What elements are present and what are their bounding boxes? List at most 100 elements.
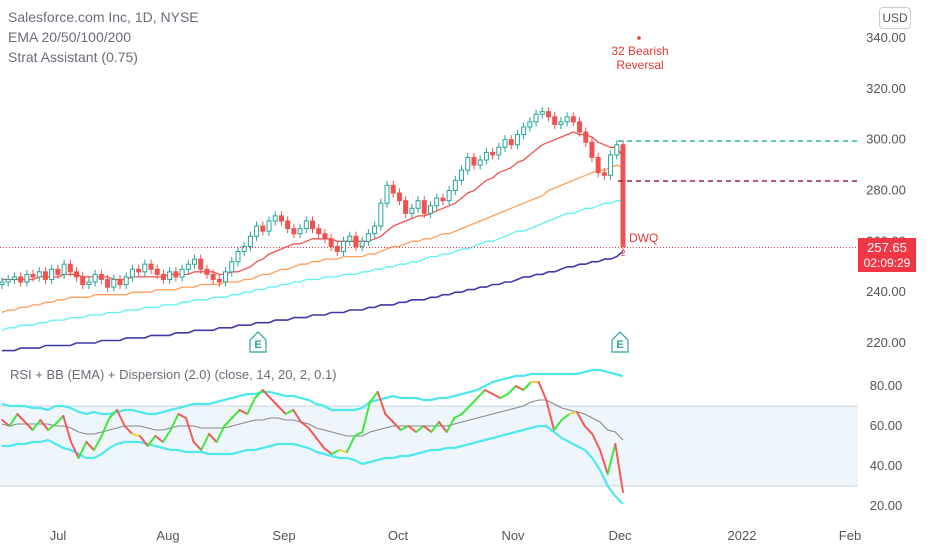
candle-body[interactable]: [173, 271, 179, 278]
candle-body[interactable]: [552, 116, 558, 125]
candle-body[interactable]: [142, 263, 148, 273]
candle-body[interactable]: [409, 207, 415, 214]
candle-body[interactable]: [589, 141, 595, 158]
candle-body[interactable]: [316, 228, 322, 235]
candle-body[interactable]: [129, 268, 135, 278]
ema-legend[interactable]: EMA 20/50/100/200: [8, 29, 131, 45]
candle-body[interactable]: [254, 225, 260, 237]
candle-body[interactable]: [328, 238, 334, 247]
candle-body[interactable]: [11, 276, 17, 280]
candle-body[interactable]: [396, 192, 402, 202]
candle-body[interactable]: [117, 278, 123, 286]
candle-body[interactable]: [49, 268, 55, 280]
candle-body[interactable]: [334, 245, 340, 253]
candle-body[interactable]: [421, 200, 427, 214]
candle-body[interactable]: [303, 220, 309, 230]
candle-body[interactable]: [136, 268, 142, 273]
candle-body[interactable]: [415, 200, 421, 209]
candle-body[interactable]: [459, 169, 465, 181]
candle-body[interactable]: [36, 271, 42, 278]
candle-body[interactable]: [42, 271, 48, 280]
candle-body[interactable]: [247, 235, 253, 247]
candle-body[interactable]: [24, 273, 30, 283]
candle-body[interactable]: [477, 159, 483, 166]
candle-body[interactable]: [483, 151, 489, 161]
candle-body[interactable]: [384, 184, 390, 204]
candle-body[interactable]: [403, 200, 409, 214]
candle-body[interactable]: [372, 225, 378, 235]
candle-body[interactable]: [18, 276, 24, 283]
earnings-marker-aug[interactable]: E: [249, 331, 267, 353]
candle-body[interactable]: [148, 263, 154, 270]
candle-body[interactable]: [595, 156, 601, 174]
candle-body[interactable]: [465, 156, 471, 171]
candle-body[interactable]: [74, 271, 80, 278]
candle-body[interactable]: [365, 233, 371, 242]
candle-body[interactable]: [266, 220, 272, 232]
candle-body[interactable]: [223, 271, 229, 283]
candle-body[interactable]: [297, 228, 303, 235]
candle-body[interactable]: [30, 273, 36, 278]
candle-body[interactable]: [92, 273, 98, 283]
candle-body[interactable]: [0, 281, 5, 286]
candle-body[interactable]: [198, 258, 204, 270]
candle-body[interactable]: [61, 263, 67, 275]
candle-body[interactable]: [577, 121, 583, 133]
candle-body[interactable]: [527, 121, 533, 128]
candle-body[interactable]: [185, 263, 191, 270]
candle-body[interactable]: [111, 278, 117, 288]
candle-body[interactable]: [514, 134, 520, 146]
candle-body[interactable]: [5, 278, 11, 283]
candle-body[interactable]: [204, 268, 210, 275]
candle-body[interactable]: [160, 273, 166, 280]
candle-body[interactable]: [67, 263, 73, 273]
candle-body[interactable]: [533, 113, 539, 123]
candle-body[interactable]: [390, 184, 396, 194]
candle-body[interactable]: [210, 273, 216, 280]
candle-body[interactable]: [55, 268, 61, 275]
candle-body[interactable]: [452, 179, 458, 191]
candle-body[interactable]: [235, 251, 241, 263]
candle-body[interactable]: [508, 139, 514, 146]
candle-body[interactable]: [496, 146, 502, 156]
candle-body[interactable]: [98, 273, 104, 280]
candle-body[interactable]: [440, 197, 446, 202]
candles[interactable]: [0, 107, 626, 292]
candle-body[interactable]: [216, 278, 222, 283]
symbol-title[interactable]: Salesforce.com Inc, 1D, NYSE: [8, 9, 199, 25]
candle-body[interactable]: [378, 202, 384, 227]
candle-body[interactable]: [80, 276, 86, 286]
strat-legend[interactable]: Strat Assistant (0.75): [8, 49, 138, 65]
candle-body[interactable]: [291, 228, 297, 235]
earnings-marker-dec[interactable]: E: [611, 331, 629, 353]
candle-body[interactable]: [539, 111, 545, 115]
candle-body[interactable]: [105, 278, 111, 288]
candle-body[interactable]: [583, 131, 589, 143]
candle-body[interactable]: [446, 190, 452, 202]
candle-body[interactable]: [260, 225, 266, 232]
candle-body[interactable]: [564, 116, 570, 123]
candle-body[interactable]: [502, 139, 508, 148]
candle-body[interactable]: [272, 215, 278, 222]
candle-body[interactable]: [620, 144, 626, 247]
candle-body[interactable]: [278, 215, 284, 222]
candle-body[interactable]: [521, 126, 527, 136]
candle-body[interactable]: [179, 268, 185, 278]
candle-body[interactable]: [123, 276, 129, 286]
candle-body[interactable]: [359, 240, 365, 247]
candle-body[interactable]: [614, 144, 620, 156]
candle-body[interactable]: [545, 111, 551, 118]
candle-body[interactable]: [601, 172, 607, 176]
candle-body[interactable]: [241, 245, 247, 253]
candle-body[interactable]: [427, 205, 433, 214]
candle-body[interactable]: [322, 233, 328, 240]
candle-body[interactable]: [285, 220, 291, 230]
candle-body[interactable]: [347, 235, 353, 242]
candle-body[interactable]: [229, 261, 235, 273]
candle-body[interactable]: [167, 271, 173, 280]
candle-body[interactable]: [490, 151, 496, 156]
candle-body[interactable]: [310, 220, 315, 230]
candle-body[interactable]: [608, 154, 614, 176]
candle-body[interactable]: [192, 258, 198, 265]
candle-body[interactable]: [341, 240, 347, 252]
